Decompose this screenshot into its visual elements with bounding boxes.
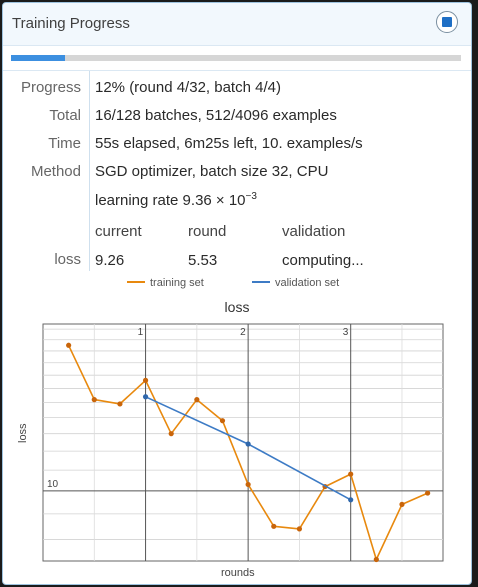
- legend-validation: validation set: [252, 277, 339, 289]
- x-tick-label: 3: [343, 327, 349, 338]
- training-series-point: [373, 556, 379, 563]
- loss-header-round: round: [188, 223, 227, 240]
- training-progress-panel: Training Progress Progress Total Time Me…: [2, 2, 472, 585]
- title-bar: Training Progress: [3, 3, 471, 46]
- method-label: Method: [30, 163, 81, 180]
- training-series-point: [245, 481, 251, 488]
- loss-validation-value: computing...: [282, 252, 364, 269]
- loss-current-value: 9.26: [95, 252, 125, 269]
- legend-validation-swatch: [252, 281, 270, 284]
- x-tick-label: 2: [240, 327, 246, 338]
- training-series-point: [194, 397, 200, 403]
- validation-series-point: [245, 441, 251, 447]
- progress-bar: [11, 55, 461, 61]
- training-series-point: [348, 471, 354, 477]
- window-title: Training Progress: [12, 15, 130, 32]
- legend-training-label: training set: [150, 277, 204, 289]
- total-value: 16/128 batches, 512/4096 examples: [95, 107, 337, 124]
- loss-header-validation: validation: [282, 223, 346, 240]
- legend-validation-label: validation set: [275, 277, 340, 289]
- progress-value: 12% (round 4/32, batch 4/4): [95, 79, 281, 96]
- validation-series-point: [142, 394, 149, 400]
- training-series-point: [66, 342, 72, 348]
- progress-label: Progress: [20, 79, 81, 96]
- legend-training: training set: [127, 277, 204, 289]
- label-column: Progress Total Time Method loss: [11, 71, 90, 271]
- learning-rate-exponent: −3: [245, 191, 257, 202]
- training-series-point: [91, 397, 97, 403]
- progress-bar-fill: [11, 55, 65, 61]
- legend-training-swatch: [127, 281, 145, 284]
- training-series-point: [271, 523, 277, 529]
- time-value: 55s elapsed, 6m25s left, 10. examples/s: [95, 135, 363, 152]
- x-tick-label: 1: [138, 327, 144, 338]
- y-tick-label: 10: [47, 479, 59, 490]
- y-axis-label: loss: [17, 423, 29, 443]
- training-series-point: [168, 431, 174, 437]
- validation-series-point: [348, 497, 354, 503]
- training-series-point: [219, 418, 226, 424]
- training-series-point: [296, 526, 303, 532]
- x-axis-label: rounds: [221, 567, 255, 579]
- method-value: SGD optimizer, batch size 32, CPU: [95, 163, 329, 180]
- loss-header-current: current: [95, 223, 142, 240]
- training-series-point: [399, 501, 405, 507]
- chart-title: loss: [224, 299, 250, 315]
- training-series-point: [425, 490, 431, 496]
- loss-round-value: 5.53: [188, 252, 218, 269]
- total-label: Total: [49, 107, 81, 124]
- stop-icon: [442, 17, 452, 27]
- learning-rate-value: learning rate 9.36 × 10−3: [95, 191, 257, 209]
- training-series-point: [117, 401, 123, 407]
- time-label: Time: [48, 135, 81, 152]
- learning-rate-text: learning rate 9.36 × 10: [95, 192, 246, 209]
- stop-button[interactable]: [436, 11, 458, 33]
- training-series-point: [142, 377, 149, 383]
- loss-label: loss: [54, 251, 81, 268]
- divider: [3, 70, 471, 71]
- loss-chart: 1 2 3 10: [42, 323, 444, 563]
